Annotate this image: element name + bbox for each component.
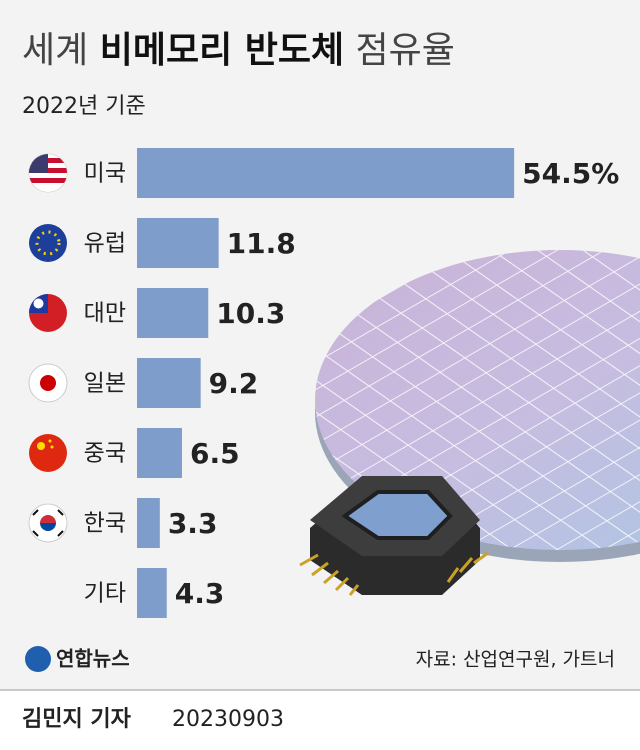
category-label: 한국 [84,511,126,537]
value-label: 6.5 [190,437,240,470]
flags [28,153,68,543]
bar [137,428,182,478]
title-part: 점유율 [356,30,455,71]
footer-band [0,690,640,750]
category-label: 대만 [84,301,126,327]
wafer [299,250,640,596]
bar [137,218,219,268]
category-label: 중국 [84,441,126,467]
category-label: 미국 [84,161,126,187]
title-part: 세계 [22,30,88,71]
category-label: 일본 [84,371,126,397]
footer: 연합뉴스 자료: 산업연구원, 가트너 김민지 기자 20230903 [22,646,615,732]
category-label: 유럽 [84,231,126,257]
reporter: 김민지 기자 [22,707,132,732]
value-label: 4.3 [175,577,225,610]
logo: 연합뉴스 [56,647,130,671]
category-label: 기타 [84,581,126,607]
value-label: 10.3 [216,297,285,330]
chart-title: 세계 비메모리 반도체 점유율 [22,30,455,71]
value-label: 54.5% [522,157,619,190]
source: 자료: 산업연구원, 가트너 [416,649,615,671]
subtitle: 2022년 기준 [22,94,146,119]
bar [137,358,201,408]
bar [137,148,515,198]
date: 20230903 [172,707,284,732]
logo-mark [25,646,51,672]
bar [137,568,167,618]
value-label: 9.2 [209,367,259,400]
value-label: 11.8 [227,227,296,260]
value-label: 3.3 [168,507,218,540]
bar [137,288,209,338]
title-part: 비메모리 반도체 [100,30,344,71]
bar [137,498,160,548]
